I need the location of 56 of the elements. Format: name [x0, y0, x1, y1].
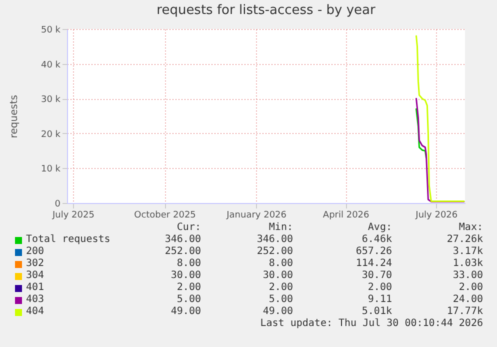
text: 2.00 — [458, 282, 483, 294]
text: 6.46k — [362, 234, 392, 246]
legend-label: 304 — [26, 270, 44, 282]
text: 8.00 — [176, 258, 201, 270]
x-tick-label: January 2026 — [226, 210, 287, 220]
y-tick-label: 30 k — [40, 95, 62, 106]
y-tick-label: 0 — [54, 200, 61, 210]
text: 114.24 — [356, 258, 392, 270]
legend-label: 200 — [26, 246, 44, 258]
y-tick-label: 40 k — [40, 60, 62, 70]
y-tick-label: 50 k — [40, 26, 62, 36]
text: 346.00 — [256, 234, 293, 246]
text: 30.00 — [262, 270, 293, 282]
text: 8.00 — [268, 258, 293, 270]
text: 252.00 — [256, 246, 293, 258]
x-tick-label: October 2025 — [134, 210, 196, 220]
text: 49.00 — [262, 306, 293, 318]
text: 5.00 — [268, 294, 293, 306]
x-tick-label: July 2025 — [51, 210, 94, 220]
legend-label: Total requests — [26, 234, 110, 246]
legend-label: 404 — [26, 306, 44, 318]
text: Last update: Thu Jul 30 00:10:44 2026 — [260, 318, 483, 330]
text: Max: — [458, 222, 483, 234]
text: 2.00 — [176, 282, 201, 294]
text: 27.26k — [446, 234, 483, 246]
legend-label: 302 — [26, 258, 44, 270]
text: 24.00 — [452, 294, 483, 306]
chart-title: requests for lists-access - by year — [156, 3, 376, 18]
text: 33.00 — [452, 270, 483, 282]
text: 17.77k — [446, 306, 483, 318]
legend-label: 401 — [26, 282, 44, 294]
line-series — [415, 108, 427, 159]
text: 5.00 — [176, 294, 201, 306]
text: Avg: — [368, 222, 392, 234]
text: 657.26 — [356, 246, 392, 258]
y-tick-label: 10 k — [40, 164, 62, 175]
text: 2.00 — [368, 282, 392, 294]
text: 252.00 — [164, 246, 201, 258]
text: 30.00 — [170, 270, 201, 282]
x-tick-label: April 2026 — [322, 210, 370, 220]
text: 49.00 — [170, 306, 201, 318]
text: 9.11 — [368, 294, 392, 306]
line-series — [415, 35, 465, 202]
text: 2.00 — [268, 282, 293, 294]
x-tick-label: July 2026 — [414, 210, 458, 220]
text: 346.00 — [164, 234, 201, 246]
text: 3.17k — [452, 246, 483, 258]
legend-label: 403 — [26, 294, 44, 306]
text: Cur: — [176, 222, 201, 234]
text: 1.03k — [452, 258, 483, 270]
text: Min: — [268, 222, 293, 234]
text: 5.01k — [362, 306, 392, 318]
line-series — [415, 98, 465, 202]
y-tick-label: 20 k — [40, 130, 62, 140]
text: 30.70 — [362, 270, 392, 282]
y-axis-title: requests — [8, 94, 20, 138]
